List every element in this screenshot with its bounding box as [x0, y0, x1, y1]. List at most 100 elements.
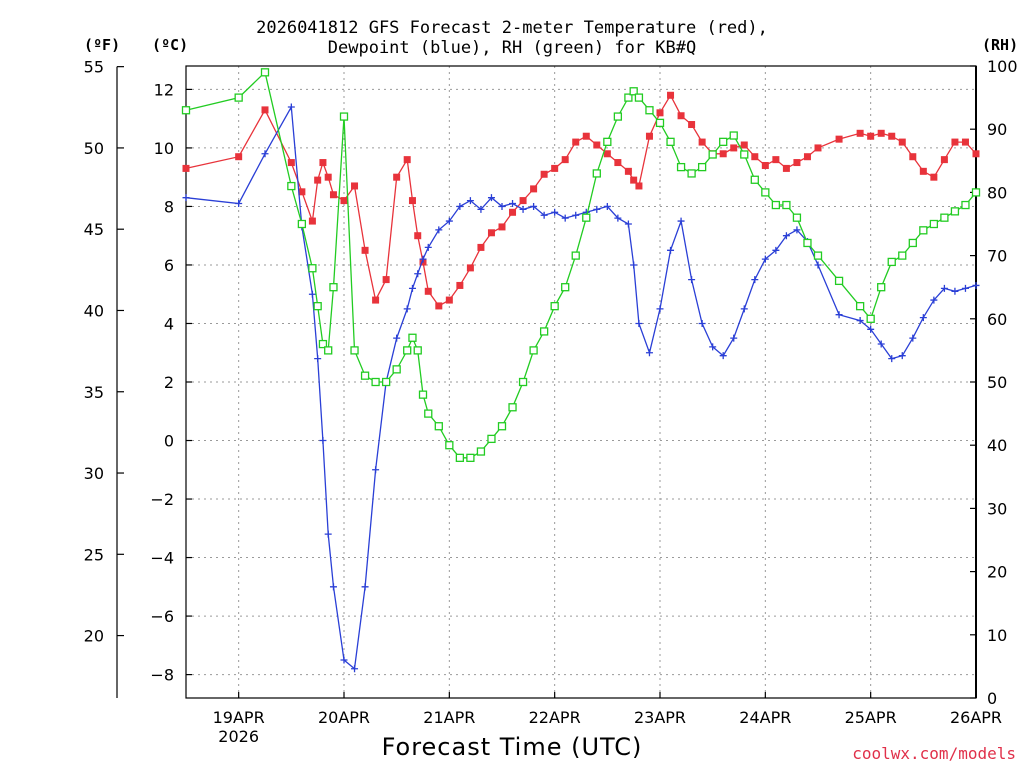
2-meter-temperature-point — [582, 132, 590, 140]
fahrenheit-tick-label: 30 — [84, 464, 104, 483]
2-meter-temperature-point — [677, 112, 685, 120]
2-meter-temperature-point — [593, 141, 601, 149]
relative-humidity-point — [645, 106, 654, 115]
relative-humidity-point — [898, 251, 907, 260]
relative-humidity-point — [929, 219, 939, 229]
relative-humidity-point — [234, 93, 243, 102]
2-meter-temperature-point — [793, 159, 801, 167]
fahrenheit-tick-label: 35 — [84, 383, 104, 402]
2-meter-temperature-point — [314, 176, 322, 184]
relative-humidity-point — [676, 162, 686, 172]
rh-tick-label: 10 — [987, 626, 1007, 645]
relative-humidity-point — [466, 453, 475, 462]
x-tick-label: 24APR — [739, 708, 791, 727]
dewpoint-point — [961, 284, 969, 292]
relative-humidity-point — [592, 169, 601, 178]
dewpoint-point — [572, 211, 580, 219]
relative-humidity-point — [603, 137, 612, 146]
relative-humidity-point — [308, 264, 317, 273]
2-meter-temperature-point — [298, 188, 306, 196]
relative-humidity-point — [629, 87, 638, 96]
dewpoint-point — [314, 355, 322, 363]
2-meter-temperature-point — [761, 161, 769, 169]
celsius-tick-label: 2 — [164, 373, 174, 392]
2-meter-temperature-point — [308, 217, 316, 225]
2-meter-temperature-point — [603, 150, 611, 158]
relative-humidity-point — [324, 346, 333, 355]
relative-humidity-point — [697, 162, 707, 172]
dewpoint-point — [793, 226, 801, 234]
dewpoint-point — [551, 208, 559, 216]
relative-humidity-point — [666, 137, 675, 146]
2-meter-temperature-point — [340, 197, 348, 205]
x-tick-label: 23APR — [634, 708, 686, 727]
x-axis-label: Forecast Time (UTC) — [381, 733, 643, 761]
relative-humidity-point — [729, 131, 738, 140]
2-meter-temperature-point — [324, 173, 332, 181]
2-meter-temperature-point — [319, 159, 327, 167]
dewpoint-point — [182, 194, 190, 202]
relative-humidity-point — [424, 409, 433, 418]
dewpoint-point — [656, 305, 664, 313]
dewpoint-point — [709, 343, 717, 351]
dewpoint-point — [414, 270, 422, 278]
dewpoint-point — [235, 200, 243, 208]
dewpoint-point — [319, 437, 327, 445]
dewpoint-point — [329, 583, 337, 591]
dewpoint-point — [340, 656, 348, 664]
relative-humidity-point — [287, 181, 296, 191]
fahrenheit-tick-label: 20 — [84, 627, 104, 646]
2-meter-temperature-point — [782, 164, 790, 172]
2-meter-temperature-point — [888, 132, 896, 140]
x-tick-label: 25APR — [845, 708, 897, 727]
dewpoint-point — [919, 314, 927, 322]
relative-humidity-point — [476, 447, 486, 456]
dewpoint-point — [814, 261, 822, 269]
2-meter-temperature-point — [635, 182, 643, 190]
relative-humidity-point — [803, 238, 812, 248]
dewpoint-point — [835, 311, 843, 319]
dewpoint-point — [466, 197, 474, 205]
dewpoint-point — [509, 200, 517, 208]
2-meter-temperature-point — [361, 246, 369, 254]
rh-tick-label: 0 — [987, 689, 997, 708]
celsius-tick-label: 0 — [164, 432, 174, 451]
relative-humidity-point — [961, 200, 970, 210]
relative-humidity-point — [887, 257, 896, 267]
2-meter-temperature-point — [487, 229, 495, 237]
celsius-tick-label: 8 — [164, 197, 174, 216]
celsius-tick-label: −2 — [150, 490, 174, 509]
dewpoint-point — [698, 319, 706, 327]
relative-humidity-point — [792, 213, 802, 222]
dewpoint-line — [185, 104, 977, 670]
relative-humidity-point — [655, 118, 665, 128]
fahrenheit-tick-label: 50 — [84, 139, 104, 158]
relative-humidity-point — [624, 93, 633, 102]
dewpoint-point — [456, 202, 464, 210]
rh-tick-label: 90 — [987, 120, 1007, 139]
relative-humidity-point — [181, 106, 191, 115]
relative-humidity-point — [950, 207, 960, 216]
celsius-tick-label: 12 — [154, 80, 174, 99]
relative-humidity-point — [445, 441, 454, 450]
2-meter-temperature-point — [951, 138, 959, 146]
2-meter-temperature-point — [919, 167, 927, 175]
relative-humidity-point — [329, 283, 338, 292]
x-tick-label: 19APR — [213, 708, 265, 727]
x-tick-label: 20APR — [318, 708, 370, 727]
2-meter-temperature-point — [519, 197, 527, 205]
2-meter-temperature-point — [287, 159, 295, 167]
dewpoint-point — [630, 261, 638, 269]
dewpoint-point — [951, 287, 959, 295]
relative-humidity-point — [508, 403, 517, 412]
2-meter-temperature-point — [856, 129, 864, 137]
dewpoint-point — [435, 226, 443, 234]
dewpoint-point — [772, 246, 780, 254]
relative-humidity-point — [866, 314, 875, 323]
dewpoint-point — [487, 194, 495, 202]
2-meter-temperature-point — [614, 159, 622, 167]
fahrenheit-tick-label: 25 — [84, 545, 104, 564]
2-meter-temperature-point — [803, 153, 811, 161]
relative-humidity-point — [418, 390, 428, 399]
